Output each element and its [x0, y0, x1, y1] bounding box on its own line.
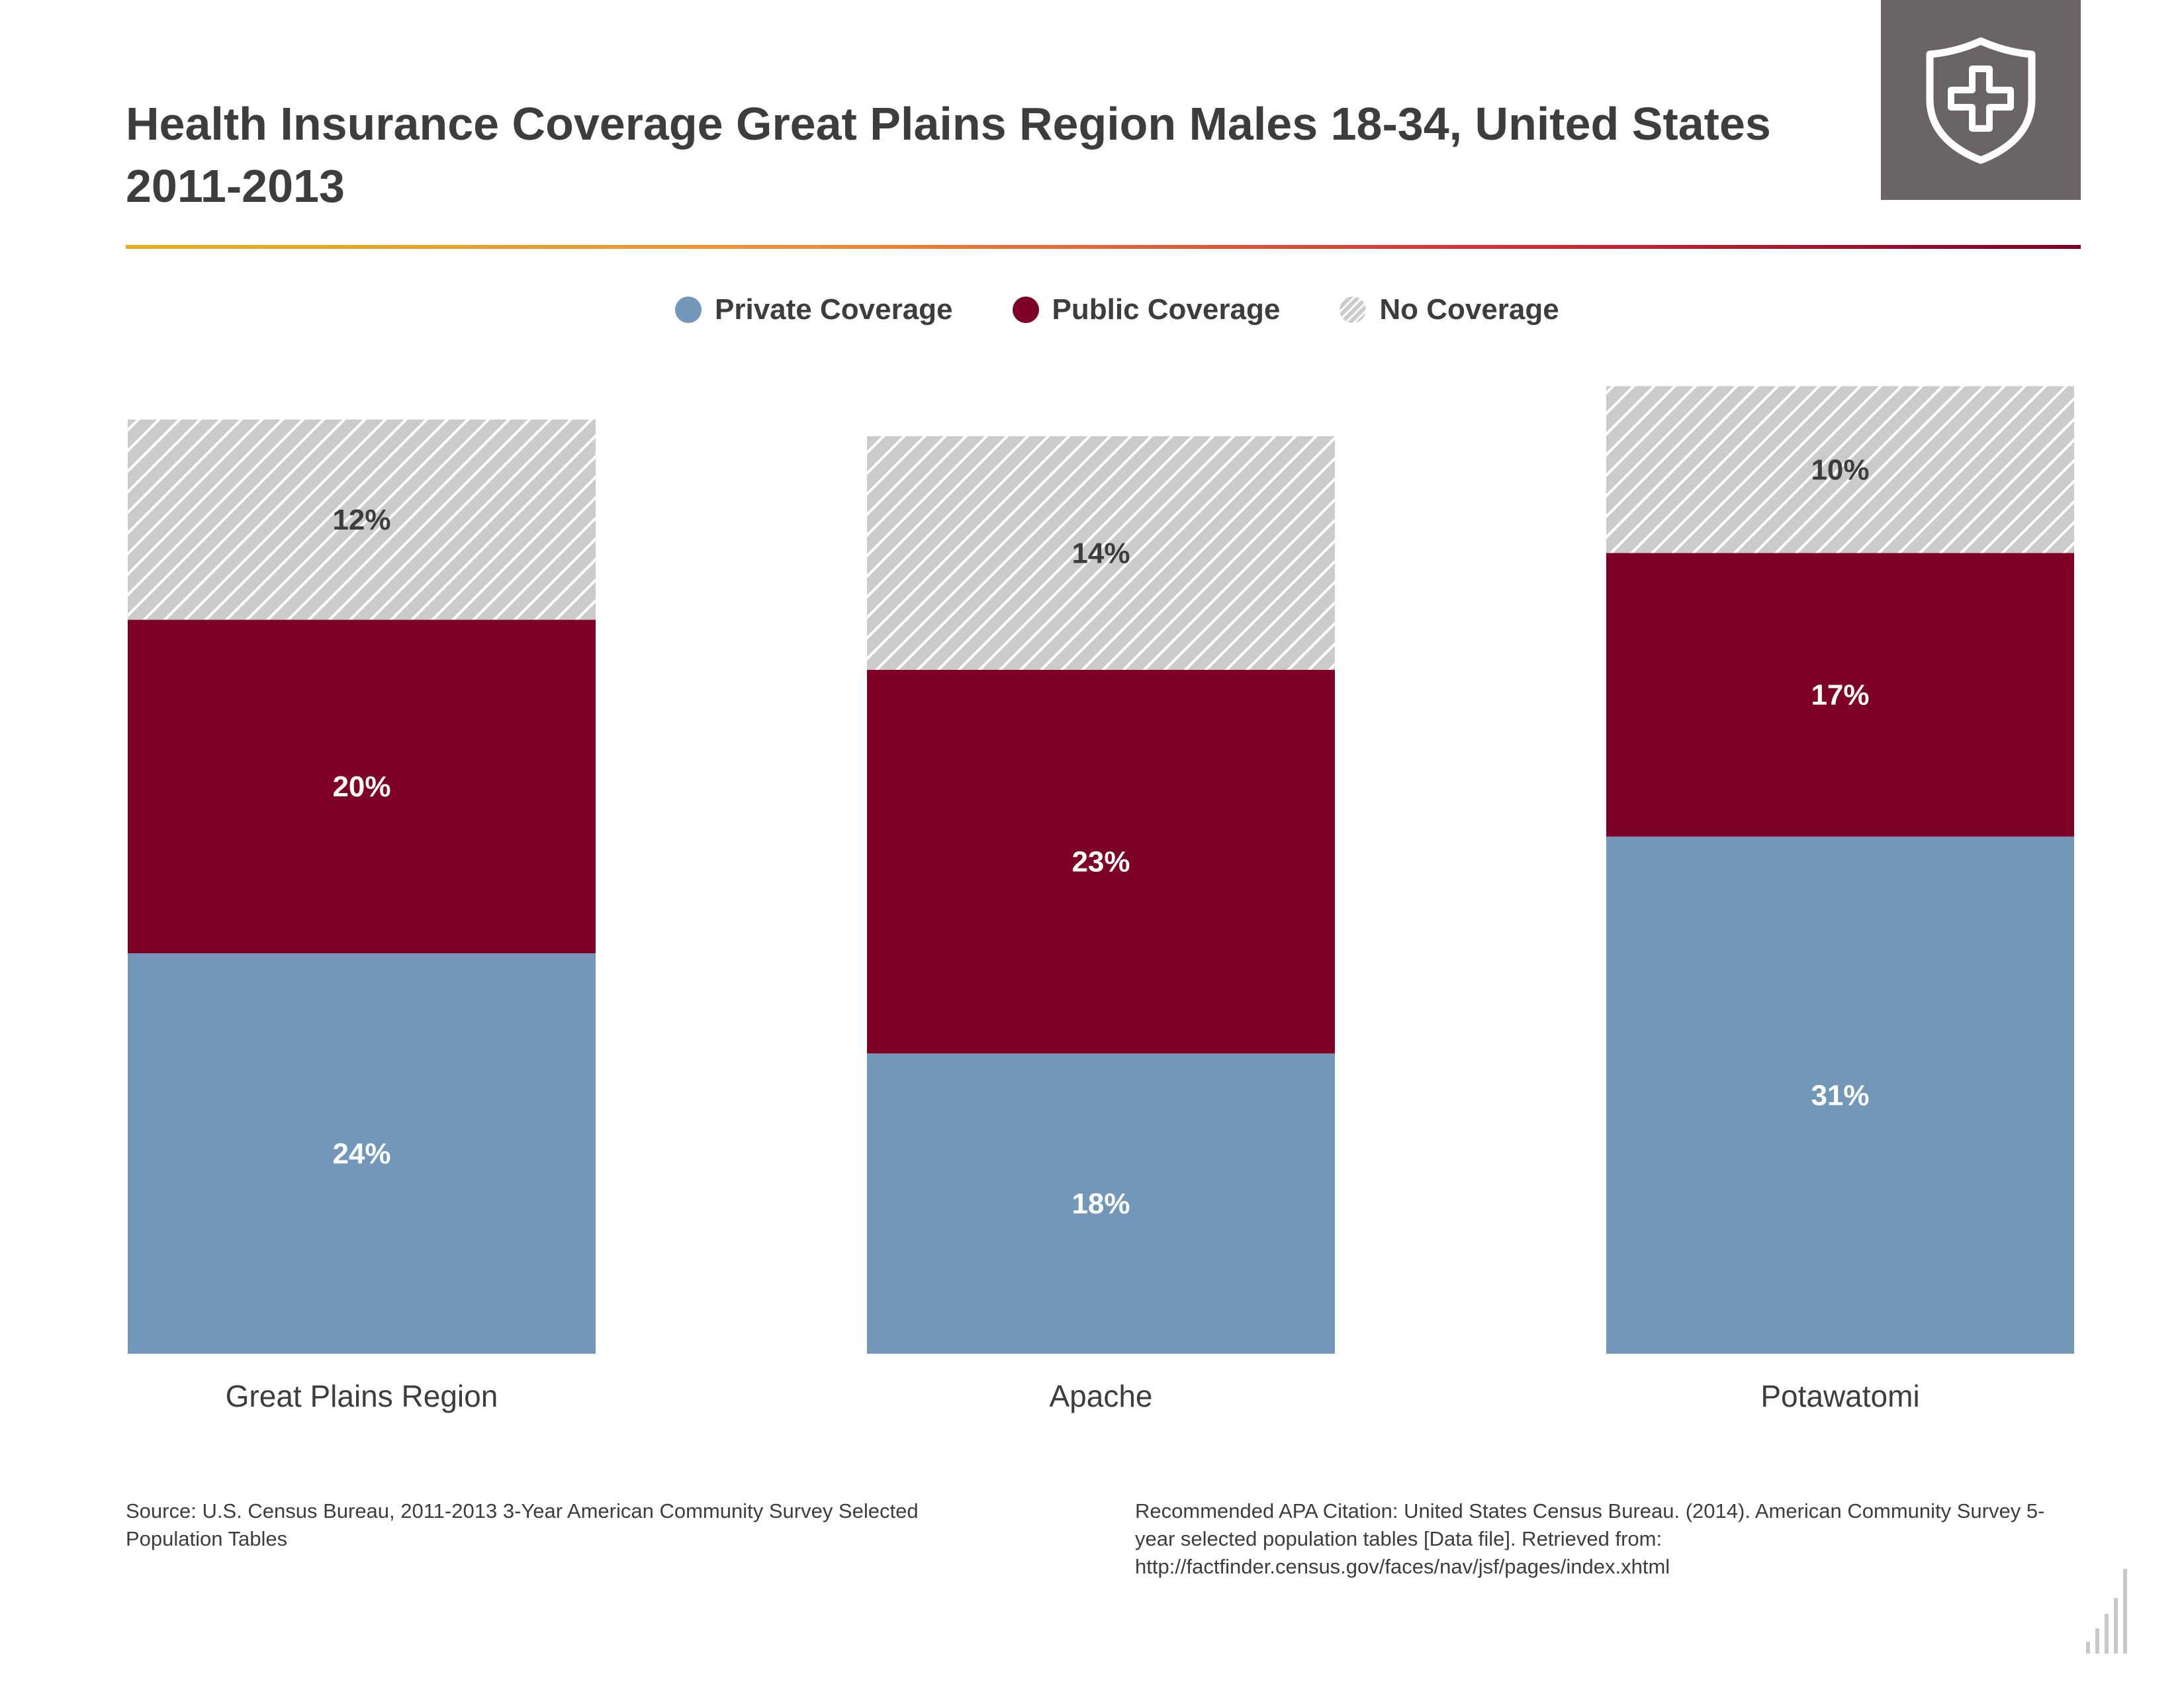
bar-apache-public — [867, 669, 1335, 1054]
bar-great-plains-region-public — [128, 620, 596, 954]
bars-logo-icon — [2086, 1569, 2127, 1654]
chart-title: Health Insurance Coverage Great Plains R… — [126, 93, 1794, 217]
data-label-great-plains-region-none: 12% — [332, 504, 390, 536]
shield-plus-icon — [1926, 37, 2036, 164]
bar-great-plains-region-none — [128, 419, 596, 620]
bar-potawatomi-private — [1606, 836, 2074, 1354]
citation-note: Recommended APA Citation: United States … — [1135, 1499, 2045, 1578]
legend-item-private: Private Coverage — [675, 293, 953, 326]
data-label-great-plains-region-private: 24% — [332, 1138, 390, 1170]
data-label-great-plains-region-public: 20% — [332, 771, 390, 803]
bar-potawatomi-none — [1606, 386, 2074, 553]
data-label-potawatomi-private: 31% — [1811, 1079, 1869, 1111]
category-label-great-plains-region: Great Plains Region — [226, 1379, 498, 1413]
bar-potawatomi-public — [1606, 553, 2074, 837]
data-label-apache-private: 18% — [1071, 1188, 1130, 1220]
stacked-bar-chart: 24% 20% 12% Great Plains Region 18% 23% 14% Apa… — [128, 386, 2074, 1413]
chart-title-line2: 2011-2013 — [126, 160, 345, 212]
title-rule — [126, 245, 2081, 249]
category-label-potawatomi: Potawatomi — [1760, 1379, 1919, 1413]
legend-label-private: Private Coverage — [715, 293, 953, 326]
chart-legend: Private Coverage Public Coverage No Cove… — [675, 290, 1559, 330]
bar-great-plains-region-private — [128, 953, 596, 1354]
shield-badge — [1881, 0, 2081, 200]
data-label-potawatomi-none: 10% — [1811, 453, 1869, 486]
legend-label-none: No Coverage — [1379, 293, 1559, 326]
data-label-apache-public: 23% — [1071, 846, 1130, 878]
legend-swatch-public — [1012, 297, 1039, 323]
source-note: Source: U.S. Census Bureau, 2011-2013 3-… — [126, 1499, 919, 1550]
bar-apache-private — [867, 1053, 1335, 1354]
legend-swatch-private — [675, 297, 702, 323]
data-label-potawatomi-public: 17% — [1811, 679, 1869, 712]
category-label-apache: Apache — [1049, 1379, 1152, 1413]
legend-label-public: Public Coverage — [1052, 293, 1281, 326]
legend-item-public: Public Coverage — [1012, 293, 1281, 326]
data-label-apache-none: 14% — [1071, 537, 1130, 569]
chart-title-line1: Health Insurance Coverage Great Plains R… — [126, 98, 1771, 150]
legend-swatch-none — [1340, 297, 1367, 323]
bar-apache-none — [867, 436, 1335, 670]
legend-item-none: No Coverage — [1340, 293, 1559, 326]
